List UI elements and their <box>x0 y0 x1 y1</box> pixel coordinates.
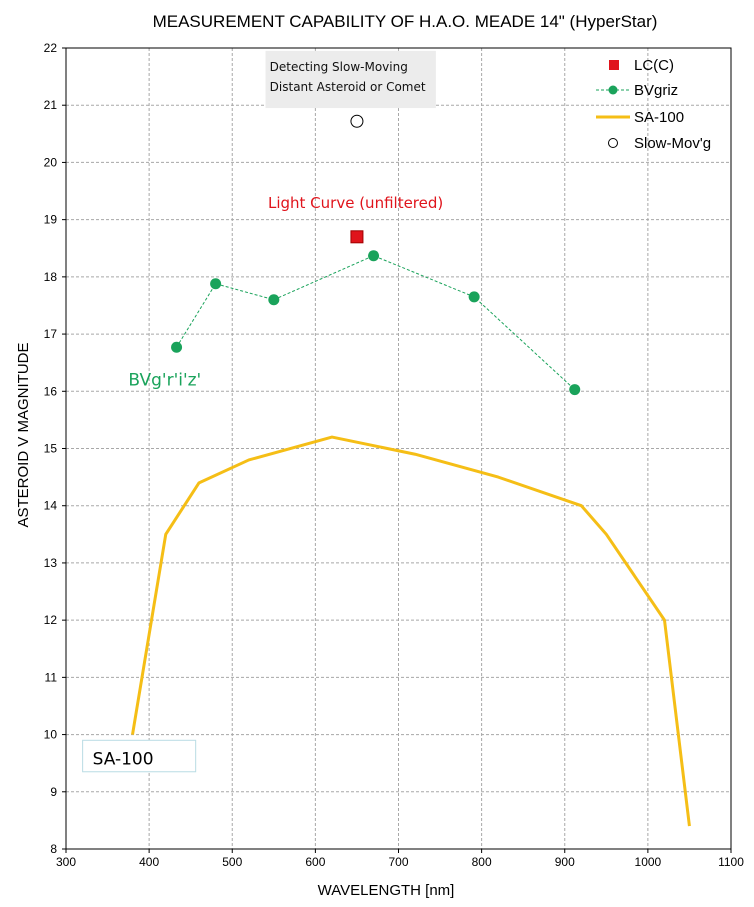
legend-sa100-label: SA-100 <box>634 109 684 126</box>
chart-title: MEASUREMENT CAPABILITY OF H.A.O. MEADE 1… <box>153 12 658 31</box>
sa100-annotation: SA-100 <box>93 749 154 769</box>
bvgriz-point <box>569 384 581 396</box>
bvgriz-point <box>368 250 380 262</box>
bvgriz-point <box>268 294 280 306</box>
y-tick-label: 18 <box>44 270 58 284</box>
legend-bvgriz-label: BVgriz <box>634 82 678 99</box>
x-axis-title: WAVELENGTH [nm] <box>318 882 455 899</box>
bvgriz-point <box>210 278 222 290</box>
x-tick-label: 800 <box>472 855 492 869</box>
y-tick-label: 8 <box>50 842 57 856</box>
y-tick-label: 19 <box>44 213 58 227</box>
y-tick-label: 9 <box>50 785 57 799</box>
annotations: Detecting Slow-Moving Distant Asteroid o… <box>82 50 443 773</box>
sa100-line <box>131 435 691 827</box>
plot-frame <box>65 47 732 850</box>
y-tick-label: 13 <box>44 556 58 570</box>
legend-slow-moving-label: Slow-Mov'g <box>634 135 711 152</box>
legend-bvgriz-marker <box>608 85 618 95</box>
bvgriz-line <box>176 255 576 390</box>
x-tick-label: 300 <box>56 855 76 869</box>
x-tick-label: 500 <box>222 855 242 869</box>
x-tick-label: 400 <box>139 855 159 869</box>
y-tick-label: 11 <box>45 670 58 684</box>
legend-lc-marker <box>609 60 619 70</box>
axes: 300 400 500 600 700 800 900 1000 1100 8 9 10 11 12 13 1… <box>44 41 745 869</box>
y-tick-label: 10 <box>44 728 58 742</box>
legend: LC(C) BVgriz SA-100 Slow-Mov'g <box>596 57 711 152</box>
y-tick-label: 20 <box>44 155 58 169</box>
bvgriz-point <box>171 341 183 353</box>
light-curve-annotation: Light Curve (unfiltered) <box>268 194 443 212</box>
y-tick-label: 22 <box>44 41 58 55</box>
y-tick-label: 15 <box>44 442 58 456</box>
x-tick-label: 1000 <box>635 855 662 869</box>
y-tick-label: 21 <box>44 98 58 112</box>
x-tick-label: 700 <box>388 855 408 869</box>
slow-moving-point <box>350 114 364 128</box>
series <box>131 114 691 827</box>
grid <box>66 48 731 849</box>
slow-moving-annotation-line-2: Distant Asteroid or Comet <box>270 80 426 94</box>
x-tick-label: 1100 <box>718 855 744 869</box>
slow-moving-annotation-box <box>265 50 436 109</box>
sa100-annotation-box <box>82 739 197 773</box>
bvgriz-annotation: BVg'r'i'z' <box>128 371 201 391</box>
legend-lc-label: LC(C) <box>634 57 674 74</box>
lc-point <box>350 230 364 244</box>
y-tick-label: 16 <box>44 384 58 398</box>
y-tick-label: 12 <box>44 613 58 627</box>
y-tick-label: 14 <box>44 499 58 513</box>
bvgriz-point <box>468 291 480 303</box>
y-axis-title: ASTEROID V MAGNITUDE <box>15 342 32 527</box>
y-tick-label: 17 <box>44 327 58 341</box>
x-tick-label: 900 <box>555 855 575 869</box>
legend-slow-moving-marker <box>608 138 618 148</box>
slow-moving-annotation-line-1: Detecting Slow-Moving <box>270 60 408 74</box>
x-tick-label: 600 <box>305 855 325 869</box>
